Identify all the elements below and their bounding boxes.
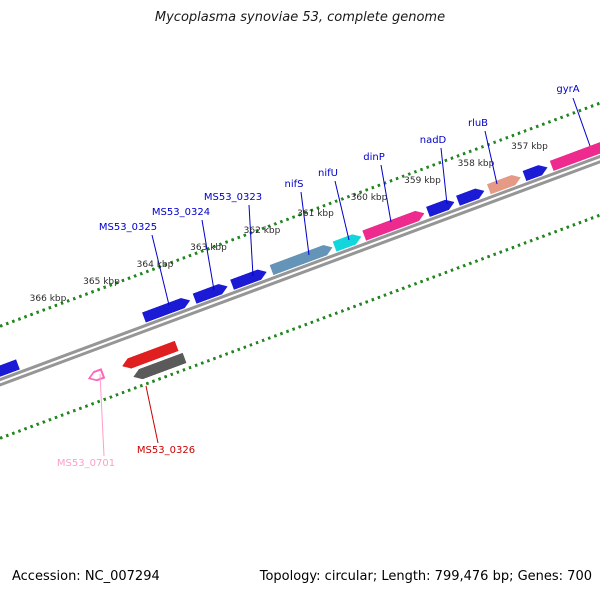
gene-label-rluB[interactable]: rluB xyxy=(467,118,489,129)
gene-label-nifU[interactable]: nifU xyxy=(318,168,338,179)
figure-title: Mycoplasma synoviae 53, complete genome xyxy=(154,10,446,25)
leader-line-nadD xyxy=(440,147,448,205)
gene-label-MS53_0325[interactable]: MS53_0325 xyxy=(98,222,158,233)
gene-label-nadD[interactable]: nadD xyxy=(419,135,447,146)
gene-label-MS53_0324[interactable]: MS53_0324 xyxy=(151,207,211,218)
gene-outline-fill xyxy=(89,371,102,382)
ruler-label-357kbp: 357 kbp xyxy=(511,141,548,152)
gene-label-gyrA[interactable]: gyrA xyxy=(556,84,580,95)
leader-line-MS53_0701 xyxy=(99,373,105,457)
ruler-label-359kbp: 359 kbp xyxy=(404,175,441,186)
leader-line-nifU xyxy=(334,180,350,241)
accession-text: Accession: NC_007294 xyxy=(12,569,160,584)
gene-MS53_0701[interactable] xyxy=(86,368,105,384)
gene-label-MS53_0323[interactable]: MS53_0323 xyxy=(203,192,263,203)
leader-line-rluB xyxy=(484,130,498,185)
gene-label-dinP[interactable]: dinP xyxy=(363,152,385,163)
leader-line-nifS xyxy=(300,191,310,256)
ruler-dots-upper xyxy=(0,83,600,355)
gene-label-nifS[interactable]: nifS xyxy=(284,179,304,190)
genome-summary-text: Topology: circular; Length: 799,476 bp; … xyxy=(259,569,592,584)
backbone-line-outer xyxy=(0,130,600,402)
leader-line-MS53_0326 xyxy=(145,385,159,444)
leader-line-MS53_0324 xyxy=(201,219,215,291)
ruler-dots-lower xyxy=(0,182,600,454)
leader-line-dinP xyxy=(380,164,392,223)
gene-label-MS53_0326[interactable]: MS53_0326 xyxy=(136,445,196,456)
leader-line-MS53_0323 xyxy=(248,204,254,277)
gene-label-MS53_0701[interactable]: MS53_0701 xyxy=(56,458,116,469)
ruler-label-358kbp: 358 kbp xyxy=(457,158,495,169)
